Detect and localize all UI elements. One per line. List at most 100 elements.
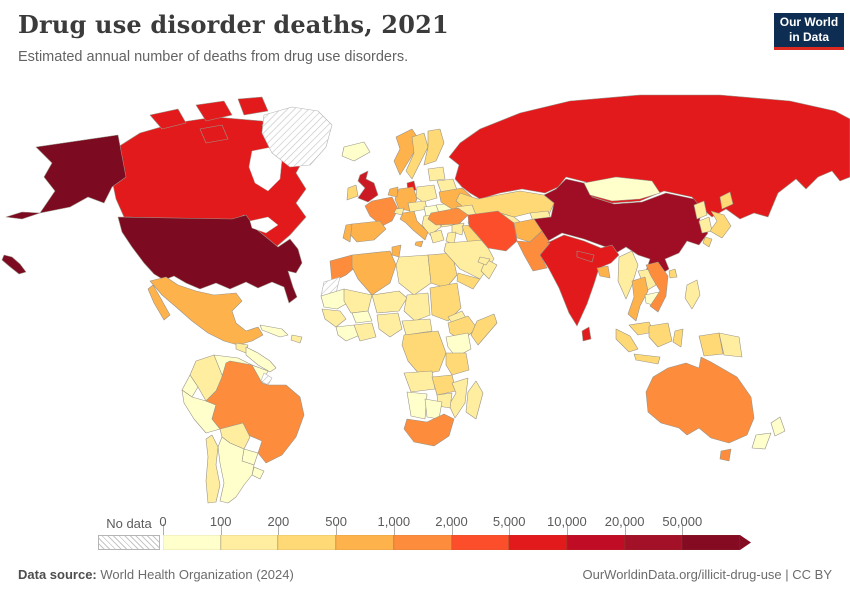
country-myanmar[interactable] [617,250,639,300]
country-canada-island[interactable] [149,108,187,130]
legend-bin-0[interactable] [163,535,221,550]
country-iceland[interactable] [341,141,371,162]
country-brazil[interactable] [205,360,305,464]
country-indonesia-borneo[interactable] [648,322,673,348]
legend-bin-8[interactable] [624,535,683,550]
country-mali[interactable] [343,288,373,314]
country-switzerland[interactable] [393,207,405,216]
country-italy[interactable] [399,210,429,241]
country-indonesia-papua[interactable] [698,332,724,357]
country-hispaniola[interactable] [290,334,303,344]
country-mongolia[interactable] [583,176,661,202]
country-north-korea[interactable] [693,200,708,220]
country-papua-new-guinea[interactable] [718,332,743,358]
country-new-zealand-north[interactable] [770,416,786,437]
country-mozambique[interactable] [448,377,469,419]
country-india[interactable] [539,234,620,327]
footer-link[interactable]: OurWorldinData.org/illicit-drug-use | CC… [582,567,833,582]
country-japan-hokkaido[interactable] [719,191,734,210]
country-angola[interactable] [403,370,436,393]
country-usa-alaska[interactable] [35,134,127,214]
country-chad[interactable] [403,292,431,322]
country-tunisia[interactable] [391,244,402,258]
country-morocco[interactable] [329,254,359,283]
country-china[interactable] [533,178,709,278]
legend-bin-6[interactable] [509,535,567,550]
country-philippines[interactable] [684,279,701,310]
country-ethiopia[interactable] [447,315,478,342]
legend-no-data-swatch[interactable] [98,535,160,550]
country-poland[interactable] [415,184,438,203]
region-baltics[interactable] [427,166,446,182]
country-madagascar[interactable] [465,380,484,420]
country-algeria[interactable] [351,250,397,296]
country-russia[interactable] [448,94,850,220]
region-ivory-ghana[interactable] [353,322,377,342]
region-central-america[interactable] [245,346,277,373]
country-yemen[interactable] [456,272,481,290]
country-uae[interactable] [477,256,491,266]
country-libya[interactable] [395,254,432,296]
country-taiwan[interactable] [668,268,678,279]
country-chile[interactable] [205,434,221,504]
country-niger[interactable] [371,290,408,314]
country-mexico-baja[interactable] [147,284,171,321]
country-sweden[interactable] [405,132,429,180]
country-nigeria[interactable] [376,312,403,338]
country-portugal[interactable] [342,223,353,243]
legend-bin-9[interactable] [682,535,741,550]
country-italy-sicily[interactable] [414,240,424,248]
legend-bin-3[interactable] [336,535,394,550]
country-new-zealand-south[interactable] [751,432,772,450]
legend-bin-5[interactable] [451,535,510,550]
region-austria-czechia[interactable] [407,200,428,213]
country-greece[interactable] [429,229,445,244]
country-sri-lanka[interactable] [581,326,592,342]
country-burkina-faso[interactable] [351,310,373,324]
country-thailand[interactable] [627,276,649,322]
country-canada-island[interactable] [237,96,269,116]
region-benelux[interactable] [387,186,399,198]
country-france[interactable] [364,196,399,227]
country-spain[interactable] [347,220,387,243]
country-finland[interactable] [423,128,445,166]
country-mauritania[interactable] [320,288,352,310]
country-argentina[interactable] [217,436,255,504]
country-canada-island[interactable] [199,124,229,144]
country-zambia[interactable] [431,374,457,396]
country-usa-aleutians[interactable] [5,211,41,220]
country-usa-aleutian-fragment[interactable] [1,254,27,275]
country-australia-tasmania[interactable] [719,448,732,462]
country-australia[interactable] [645,356,755,444]
country-indonesia-java[interactable] [633,353,661,365]
country-uk[interactable] [357,170,379,203]
country-usa[interactable] [117,214,303,304]
country-greenland[interactable] [261,106,333,168]
country-namibia[interactable] [406,391,428,420]
country-vietnam[interactable] [645,261,669,313]
country-uruguay[interactable] [251,466,265,480]
legend-bin-7[interactable] [566,535,625,550]
country-bangladesh[interactable] [596,265,611,279]
legend-bin-1[interactable] [220,535,279,550]
country-canada-island[interactable] [195,100,233,122]
country-ireland[interactable] [346,184,359,201]
region-guinea[interactable] [335,324,361,342]
owid-logo[interactable]: Our World in Data [774,13,844,50]
country-drc[interactable] [401,330,447,376]
region-cameroon-car[interactable] [401,318,433,336]
country-indonesia-sumatra[interactable] [615,328,639,353]
country-south-africa[interactable] [403,413,455,447]
region-senegal[interactable] [321,308,347,328]
country-iran[interactable] [467,210,518,252]
country-cuba[interactable] [259,324,289,338]
country-somalia[interactable] [470,313,498,346]
country-japan-kyushu[interactable] [702,236,713,248]
country-tanzania[interactable] [445,352,470,376]
legend-bin-2[interactable] [278,535,337,550]
country-mexico[interactable] [149,276,264,346]
country-nepal[interactable] [576,250,595,263]
country-indonesia-sulawesi[interactable] [672,328,684,348]
legend-bin-4[interactable] [393,535,452,550]
country-japan-honshu[interactable] [709,210,732,239]
